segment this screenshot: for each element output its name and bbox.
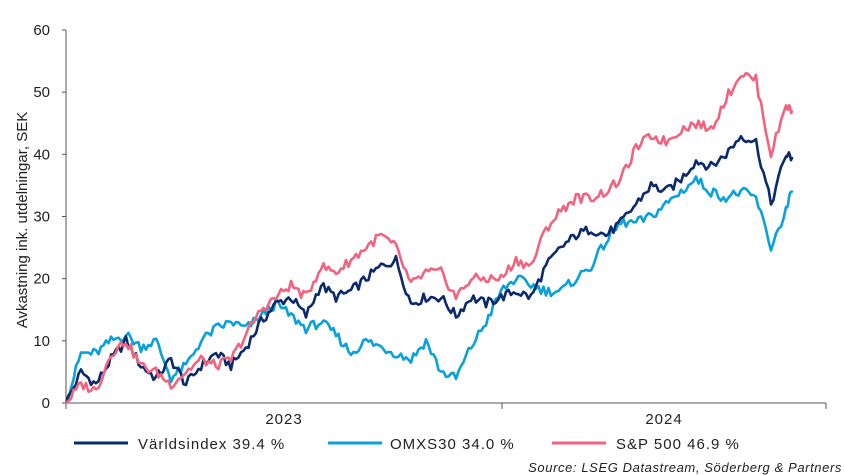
series-line-1 <box>64 175 794 405</box>
series-line-2 <box>64 71 794 405</box>
y-tick-label: 10 <box>33 333 50 350</box>
legend-item-1: OMXS30 34.0 % <box>328 436 515 453</box>
legend-item-0: Världsindex 39.4 % <box>74 436 285 453</box>
x-tick-label: 2024 <box>645 411 682 428</box>
legend: Världsindex 39.4 % OMXS30 34.0 % S&P 500… <box>74 436 740 453</box>
legend-item-2: S&P 500 46.9 % <box>552 436 740 453</box>
y-tick-label: 40 <box>33 146 50 163</box>
chart-axes: 0 10 20 30 40 50 60 2023 2024 <box>33 22 827 428</box>
legend-label-2: S&P 500 46.9 % <box>616 436 740 453</box>
legend-label-1: OMXS30 34.0 % <box>390 436 515 453</box>
x-tick-label: 2023 <box>265 411 302 428</box>
y-axis-label: Avkastning ink. utdelningar, SEK <box>14 112 31 329</box>
series-line-0 <box>64 135 794 405</box>
legend-label-0: Världsindex 39.4 % <box>138 436 285 453</box>
y-tick-label: 20 <box>33 271 50 288</box>
y-tick-label: 60 <box>33 22 50 39</box>
chart-series-layer <box>64 71 794 405</box>
y-tick-label: 0 <box>42 395 50 412</box>
y-tick-label: 50 <box>33 84 50 101</box>
source-note: Source: LSEG Datastream, Söderberg & Par… <box>528 460 842 475</box>
y-tick-label: 30 <box>33 209 50 226</box>
